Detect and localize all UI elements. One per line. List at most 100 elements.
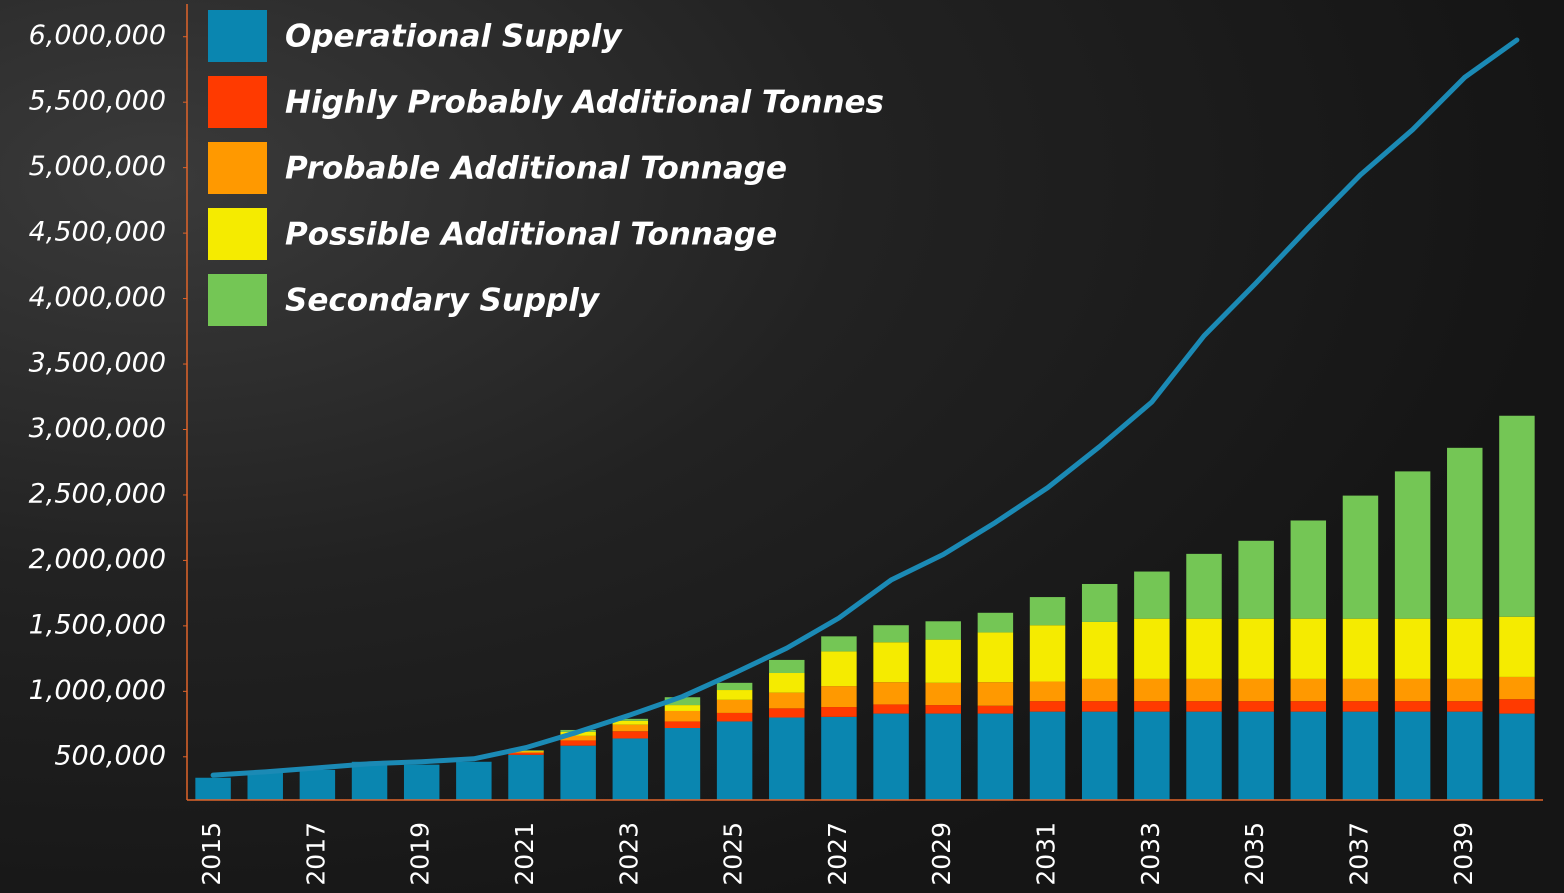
bar-segment xyxy=(664,727,701,800)
bar-segment xyxy=(560,745,596,800)
bar-segment xyxy=(1134,571,1170,619)
bar-segment xyxy=(612,720,649,725)
legend-swatch xyxy=(208,142,267,194)
bar-segment xyxy=(1029,701,1066,712)
bar-segment xyxy=(716,690,753,700)
bar-segment xyxy=(1186,618,1222,679)
bar-segment xyxy=(612,724,649,732)
bar-segment xyxy=(769,717,805,800)
x-tick-label: 2017 xyxy=(301,822,330,886)
bar-segment xyxy=(508,754,544,800)
bar-segment xyxy=(1394,471,1431,619)
bar-segment xyxy=(1342,618,1379,679)
bar-segment xyxy=(1081,701,1118,712)
bar-segment xyxy=(1186,553,1222,619)
bar-segment xyxy=(925,639,961,683)
bar-segment xyxy=(664,697,701,706)
bar-segment xyxy=(1029,625,1066,682)
bar-segment xyxy=(1238,540,1274,619)
bar-segment xyxy=(1029,711,1066,800)
bar-segment xyxy=(1290,520,1327,619)
legend-swatch xyxy=(208,274,267,326)
bar-segment xyxy=(664,710,701,722)
bar-segment xyxy=(1447,701,1483,712)
bar-segment xyxy=(1499,713,1535,800)
bar-segment xyxy=(716,682,753,691)
bar-segment xyxy=(977,632,1014,683)
bar-segment xyxy=(403,764,440,800)
bar-segment xyxy=(716,712,753,722)
y-tick-label: 6,000,000 xyxy=(29,20,166,51)
bar-segment xyxy=(1081,621,1118,679)
bar-segment xyxy=(1134,701,1170,712)
bar-segment xyxy=(299,769,336,800)
bar-segment xyxy=(664,721,701,728)
legend-label: Highly Probably Additional Tonnes xyxy=(285,85,884,121)
bar-segment xyxy=(1186,678,1222,702)
x-tick-label: 2035 xyxy=(1240,822,1269,886)
y-tick-label: 1,000,000 xyxy=(29,675,166,706)
bar-segment xyxy=(769,708,805,718)
x-tick-label: 2015 xyxy=(197,822,226,886)
legend-label: Probable Additional Tonnage xyxy=(285,151,787,187)
x-tick-label: 2031 xyxy=(1032,822,1061,886)
bar-segment xyxy=(821,707,857,717)
bar-segment xyxy=(456,761,492,800)
bar-segment xyxy=(1342,711,1379,800)
bar-segment xyxy=(1290,711,1327,800)
x-tick-label: 2033 xyxy=(1136,822,1165,886)
bar-segment xyxy=(925,713,961,800)
bar-segment xyxy=(1081,583,1118,622)
y-tick-label: 500,000 xyxy=(54,740,166,771)
bar-segment xyxy=(1029,597,1066,626)
bar-segment xyxy=(1186,711,1222,800)
bar-segment xyxy=(1081,711,1118,800)
bar-segment xyxy=(1447,711,1483,800)
bar-segment xyxy=(821,716,857,800)
bar-segment xyxy=(821,686,857,708)
bar-segment xyxy=(1081,678,1118,702)
bar-segment xyxy=(560,740,596,746)
bar-segment xyxy=(1499,616,1535,677)
bar-segment xyxy=(873,713,909,800)
bar-segment xyxy=(508,751,544,753)
bar-segment xyxy=(664,705,701,711)
legend-label: Operational Supply xyxy=(285,19,623,55)
bar-segment xyxy=(1394,618,1431,679)
bar-segment xyxy=(1134,678,1170,702)
bar-segment xyxy=(873,642,909,683)
x-tick-label: 2037 xyxy=(1344,822,1373,886)
plot-area xyxy=(195,37,1535,800)
bar-segment xyxy=(1499,699,1535,714)
y-tick-label: 3,500,000 xyxy=(29,348,166,379)
bar-segment xyxy=(716,721,753,800)
bar-segment xyxy=(1290,678,1327,702)
bar-segment xyxy=(769,692,805,709)
bar-segment xyxy=(1238,678,1274,702)
y-tick-label: 4,500,000 xyxy=(29,217,166,248)
bar-segment xyxy=(1447,618,1483,679)
bar-segment xyxy=(925,682,961,706)
bar-segment xyxy=(873,682,909,705)
bar-segment xyxy=(508,750,544,752)
bar-segment xyxy=(1238,711,1274,800)
legend-label: Secondary Supply xyxy=(285,283,601,319)
x-tick-label: 2021 xyxy=(510,822,539,886)
bar-segment xyxy=(716,699,753,713)
bar-segment xyxy=(1134,711,1170,800)
x-tick-label: 2023 xyxy=(614,822,643,886)
y-tick-label: 5,000,000 xyxy=(29,151,166,182)
bar-segment xyxy=(873,625,909,643)
x-tick-label: 2019 xyxy=(406,822,435,886)
y-tick-label: 5,500,000 xyxy=(29,86,166,117)
bar-segment xyxy=(1394,678,1431,702)
bar-segment xyxy=(1238,618,1274,679)
bar-segment xyxy=(351,761,388,800)
bar-segment xyxy=(1029,681,1066,702)
bar-segment xyxy=(612,731,649,739)
bar-segment xyxy=(925,621,961,640)
bar-segment xyxy=(1290,701,1327,712)
bar-segment xyxy=(1394,711,1431,800)
bar-segment xyxy=(1394,701,1431,712)
